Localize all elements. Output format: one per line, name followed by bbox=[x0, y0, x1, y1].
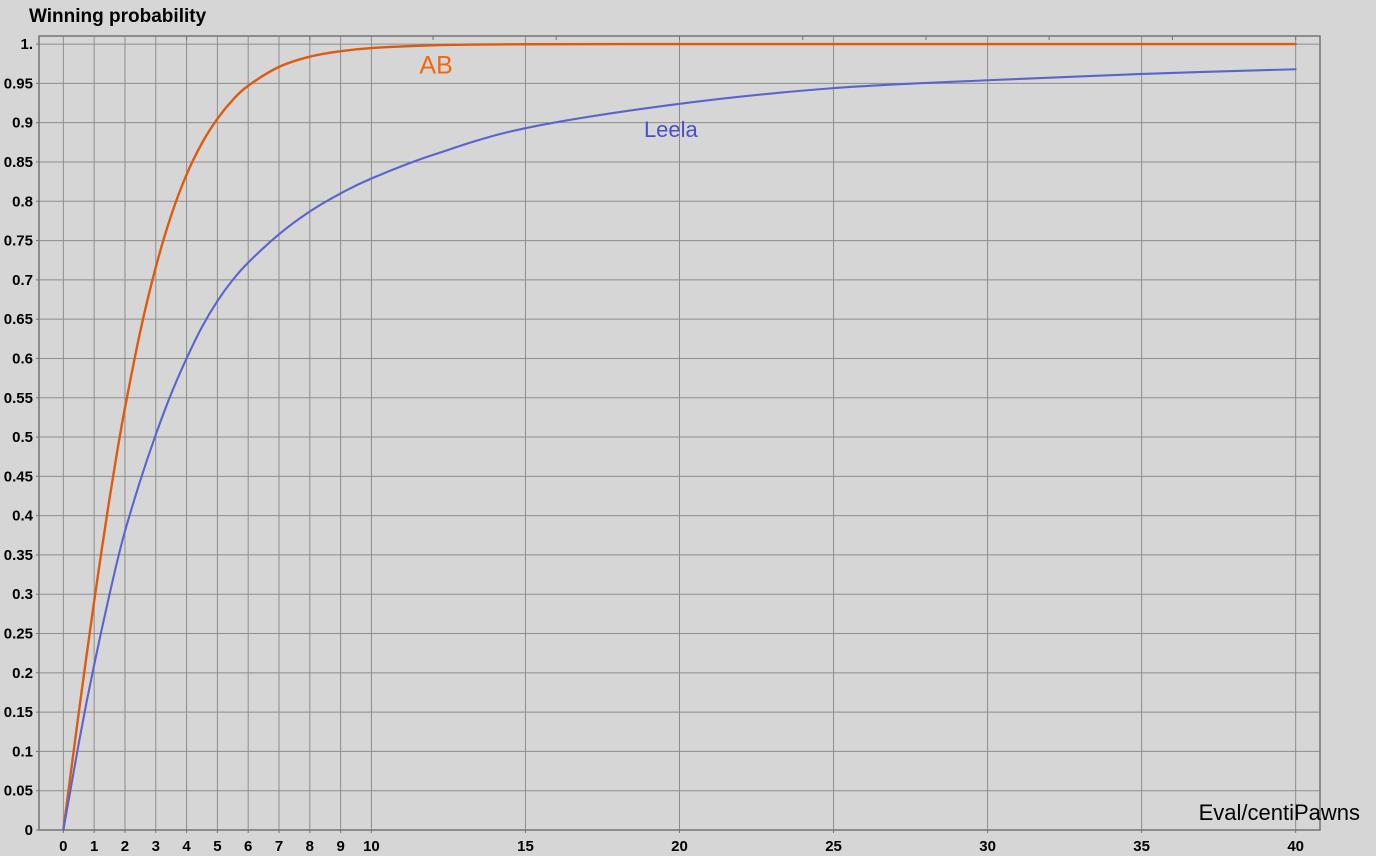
series-label-leela: Leela bbox=[643, 116, 698, 142]
x-tick-label: 20 bbox=[671, 838, 688, 855]
y-tick-label: 1. bbox=[20, 36, 33, 53]
y-tick-label: 0.55 bbox=[4, 390, 33, 407]
series-curve-ab bbox=[62, 42, 1297, 832]
x-tick-label: 35 bbox=[1133, 838, 1150, 855]
x-tick-label: 0 bbox=[59, 838, 67, 855]
x-tick-label: 2 bbox=[121, 838, 129, 855]
x-tick-label: 30 bbox=[979, 838, 996, 855]
x-tick-label: 1 bbox=[90, 838, 98, 855]
y-tick-label: 0.1 bbox=[12, 743, 33, 760]
plot-frame bbox=[38, 35, 1321, 831]
y-tick-label: 0 bbox=[25, 822, 33, 839]
y-tick-label: 0.25 bbox=[4, 626, 33, 643]
y-tick-label: 0.9 bbox=[12, 115, 33, 132]
series-label-ab: AB bbox=[419, 51, 453, 80]
y-tick-label: 0.95 bbox=[4, 75, 33, 92]
x-tick-label: 3 bbox=[152, 838, 160, 855]
y-tick-label: 0.8 bbox=[12, 193, 33, 210]
x-tick-label: 7 bbox=[275, 838, 283, 855]
x-tick-label: 40 bbox=[1287, 838, 1304, 855]
x-axis-title: Eval/centiPawns bbox=[1198, 800, 1360, 825]
x-tick-label: 15 bbox=[517, 838, 534, 855]
x-tick-label: 25 bbox=[825, 838, 842, 855]
y-tick-label: 0.6 bbox=[12, 350, 33, 367]
y-tick-label: 0.45 bbox=[4, 468, 33, 485]
y-tick-label: 0.35 bbox=[4, 547, 33, 564]
y-tick-label: 0.05 bbox=[4, 783, 33, 800]
y-tick-label: 0.7 bbox=[12, 272, 33, 289]
y-tick-label: 0.65 bbox=[4, 311, 33, 328]
chart-title: Winning probability bbox=[29, 6, 207, 27]
x-tick-label: 5 bbox=[213, 838, 221, 855]
y-tick-label: 0.3 bbox=[12, 586, 33, 603]
series-curve-leela bbox=[62, 68, 1297, 832]
y-tick-label: 0.2 bbox=[12, 665, 33, 682]
y-tick-label: 0.15 bbox=[4, 704, 33, 721]
y-tick-label: 0.75 bbox=[4, 233, 33, 250]
x-tick-label: 4 bbox=[182, 838, 191, 855]
y-tick-label: 0.4 bbox=[12, 508, 34, 525]
y-tick-label: 0.5 bbox=[12, 429, 33, 446]
x-tick-label: 10 bbox=[363, 838, 380, 855]
x-tick-label: 8 bbox=[306, 838, 314, 855]
x-tick-label: 9 bbox=[336, 838, 344, 855]
y-tick-label: 0.85 bbox=[4, 154, 33, 171]
x-tick-label: 6 bbox=[244, 838, 252, 855]
